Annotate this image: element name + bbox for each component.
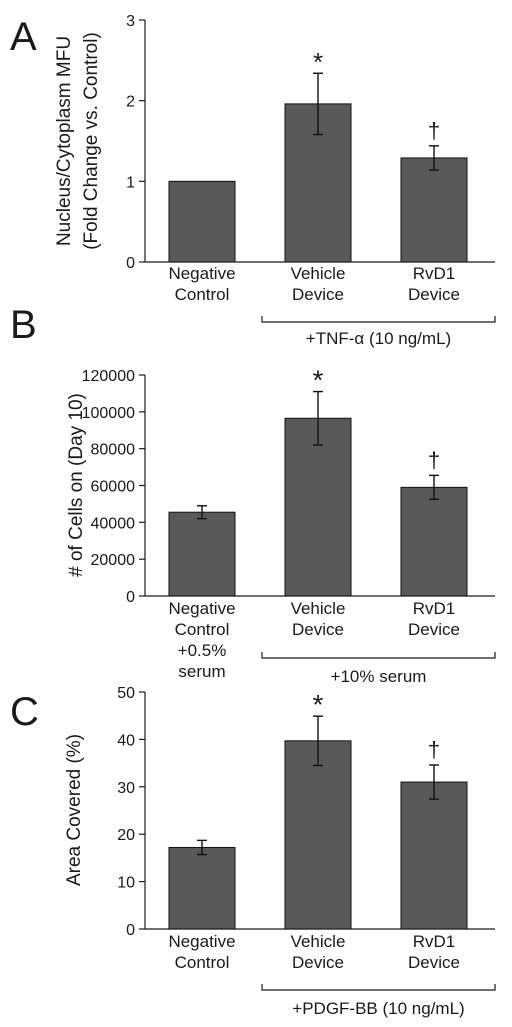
- category-label: Vehicle: [291, 264, 346, 283]
- y-tick-label: 0: [126, 589, 135, 606]
- category-label: Negative: [168, 264, 235, 283]
- y-axis-label: # of Cells on (Day 10): [66, 393, 87, 577]
- y-tick-label: 2: [126, 94, 135, 111]
- panel-letter: B: [10, 303, 37, 347]
- significance-dagger: †: [428, 447, 440, 472]
- category-label: Control: [175, 285, 230, 304]
- y-tick-label: 40000: [91, 515, 136, 532]
- bar-3: [400, 486, 468, 597]
- y-tick-label: 50: [117, 685, 135, 702]
- panel-c: C 0 10 20 30 40 50 Area Covered (%) Negative Cont…: [10, 685, 496, 1018]
- panel-letter: C: [10, 690, 39, 734]
- y-tick-label: 60000: [91, 479, 136, 496]
- category-label: Device: [408, 285, 460, 304]
- y-tick-label: 100000: [82, 405, 135, 422]
- y-tick-label: 40: [117, 732, 135, 749]
- significance-dagger: †: [428, 737, 440, 762]
- significance-dagger: †: [428, 118, 440, 143]
- group-label: +TNF-α (10 ng/mL): [306, 329, 451, 348]
- category-label: RvD1: [413, 599, 456, 618]
- group-label: +10% serum: [331, 667, 427, 686]
- category-label: Control: [175, 953, 230, 972]
- category-label: Device: [292, 285, 344, 304]
- group-label: +PDGF-BB (10 ng/mL): [292, 999, 464, 1018]
- significance-star: *: [313, 47, 323, 77]
- y-tick-label: 20000: [91, 552, 136, 569]
- category-label: Negative: [168, 599, 235, 618]
- category-label: RvD1: [413, 932, 456, 951]
- y-tick-label: 20: [117, 827, 135, 844]
- category-label: serum: [178, 662, 225, 681]
- category-label: Control: [175, 620, 230, 639]
- group-bracket: [261, 984, 496, 991]
- panel-a: A 0 1 2 3 Nucleus/Cytoplasm MFU (Fold Change v…: [10, 13, 496, 348]
- bar-2: [284, 417, 352, 597]
- category-label: Negative: [168, 932, 235, 951]
- y-tick-label: 0: [126, 255, 135, 272]
- y-axis-label: Nucleus/Cytoplasm MFU: [54, 36, 75, 246]
- bar-1: [168, 846, 236, 930]
- y-tick-label: 80000: [91, 442, 136, 459]
- panel-b: B 0 20000 40000 60000 80000 100000 120000 # of C…: [10, 303, 496, 686]
- category-label: Vehicle: [291, 932, 346, 951]
- y-tick-label: 1: [126, 174, 135, 191]
- category-label: +0.5%: [178, 641, 227, 660]
- category-label: RvD1: [413, 264, 456, 283]
- y-tick-label: 120000: [82, 368, 135, 385]
- bar-1: [168, 511, 236, 597]
- bar-3: [400, 157, 468, 263]
- y-tick-label: 10: [117, 875, 135, 892]
- group-bracket: [261, 652, 496, 659]
- category-label: Device: [292, 953, 344, 972]
- bar-2: [284, 740, 352, 930]
- significance-star: *: [313, 365, 324, 396]
- bar-3: [400, 781, 468, 930]
- category-label: Device: [292, 620, 344, 639]
- category-label: Vehicle: [291, 599, 346, 618]
- panel-letter: A: [10, 15, 37, 59]
- y-axis-label: (Fold Change vs. Control): [81, 32, 102, 250]
- significance-star: *: [313, 689, 324, 720]
- group-bracket: [261, 316, 496, 323]
- y-tick-label: 30: [117, 780, 135, 797]
- bar-1: [168, 180, 236, 263]
- y-tick-label: 3: [126, 13, 135, 30]
- category-label: Device: [408, 620, 460, 639]
- category-label: Device: [408, 953, 460, 972]
- y-tick-label: 0: [126, 922, 135, 939]
- y-axis-label: Area Covered (%): [64, 734, 85, 886]
